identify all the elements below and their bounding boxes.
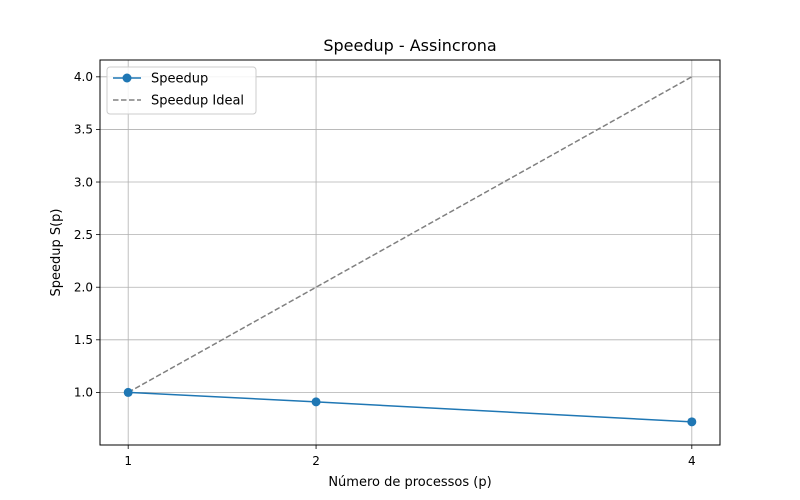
x-tick-label: 1 <box>124 454 132 468</box>
y-axis-label: Speedup S(p) <box>49 208 64 296</box>
plot-frame <box>99 59 721 446</box>
legend-speedup-marker <box>122 73 132 83</box>
grid-lines <box>100 60 720 445</box>
y-tick-label: 3.0 <box>74 175 93 189</box>
x-axis-label: Número de processos (p) <box>328 475 491 490</box>
legend-box <box>106 66 257 115</box>
legend-speedup-label: Speedup <box>151 72 208 87</box>
y-tick-label: 1.0 <box>74 386 93 400</box>
y-tick-label: 3.5 <box>74 123 93 137</box>
speedup-point <box>687 417 697 427</box>
x-axis-ticks: 1 2 4 <box>124 445 696 468</box>
x-tick-label: 2 <box>312 454 320 468</box>
y-tick-label: 2.5 <box>74 228 93 242</box>
speedup-point <box>123 387 133 397</box>
series-speedup-line <box>128 391 692 423</box>
legend: Speedup Speedup Ideal <box>106 66 257 115</box>
y-tick-label: 1.5 <box>74 333 93 347</box>
series-layer <box>123 76 697 427</box>
chart-title: Speedup - Assincrona <box>323 36 496 55</box>
x-tick-label: 4 <box>688 454 696 468</box>
y-tick-label: 4.0 <box>74 70 93 84</box>
speedup-point <box>311 397 321 407</box>
legend-ideal-label: Speedup Ideal <box>151 94 244 109</box>
y-tick-label: 2.0 <box>74 281 93 295</box>
y-axis-ticks: 1.0 1.5 2.0 2.5 3.0 3.5 4.0 <box>74 70 100 400</box>
